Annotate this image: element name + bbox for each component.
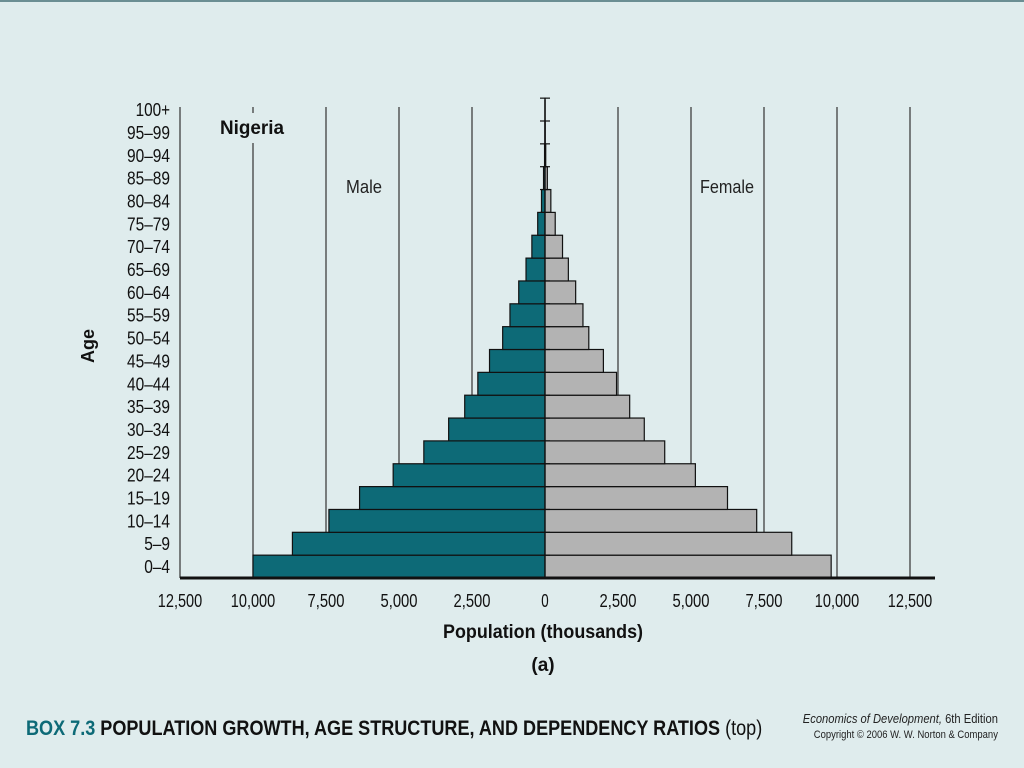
age-group-label: 80–84 xyxy=(127,191,170,211)
bar-male xyxy=(448,417,546,442)
bar-female xyxy=(544,371,618,396)
chart-title: Nigeria xyxy=(220,118,284,139)
box-title: BOX 7.3 POPULATION GROWTH, AGE STRUCTURE… xyxy=(26,717,762,741)
x-tick-label: 10,000 xyxy=(231,591,275,611)
age-group-label: 65–69 xyxy=(127,260,170,280)
bar-male xyxy=(502,326,546,351)
age-group-label: 100+ xyxy=(136,100,170,120)
bar-female xyxy=(544,463,696,488)
age-group-label: 60–64 xyxy=(127,283,170,303)
bar-female xyxy=(544,531,793,556)
bar-male xyxy=(518,280,546,305)
box-heading-suffix: (top) xyxy=(725,717,763,740)
bars xyxy=(252,97,832,579)
series-label-male: Male xyxy=(346,177,382,197)
bar-male xyxy=(537,211,546,236)
title-background xyxy=(212,113,294,143)
bar-female xyxy=(544,417,645,442)
age-group-label: 35–39 xyxy=(127,397,170,417)
age-group-label: 75–79 xyxy=(127,214,170,234)
age-group-label: 25–29 xyxy=(127,443,170,463)
x-tick-label: 2,500 xyxy=(454,591,491,611)
age-group-label: 10–14 xyxy=(127,511,170,531)
bar-female xyxy=(544,280,577,305)
age-group-label: 70–74 xyxy=(127,237,170,257)
x-tick-label: 12,500 xyxy=(158,591,202,611)
x-tick-label: 5,000 xyxy=(673,591,710,611)
bar-male xyxy=(423,440,546,465)
book-title: Economics of Development, xyxy=(802,711,943,726)
x-tick-label: 7,500 xyxy=(746,591,783,611)
age-group-label: 5–9 xyxy=(144,534,170,554)
age-group-label: 85–89 xyxy=(127,169,170,189)
x-tick-label: 10,000 xyxy=(815,591,859,611)
bar-female xyxy=(544,440,666,465)
age-group-label: 50–54 xyxy=(127,329,170,349)
tick-labels: 12,500 10,000 7,500 5,000 2,500 0 2,500 5,000 7,… xyxy=(158,591,932,611)
bar-female xyxy=(544,234,564,259)
x-tick-label: 2,500 xyxy=(600,591,637,611)
top-rule xyxy=(0,0,1024,2)
x-tick-label: 7,500 xyxy=(308,591,345,611)
axes xyxy=(180,97,935,580)
x-tick-label: 5,000 xyxy=(381,591,418,611)
bar-female xyxy=(544,394,631,419)
bar-female xyxy=(544,508,758,533)
age-group-label: 30–34 xyxy=(127,420,170,440)
x-tick-label: 12,500 xyxy=(888,591,932,611)
copyright: Copyright © 2006 W. W. Norton & Company xyxy=(813,729,998,741)
x-tick-label: 0 xyxy=(541,591,548,611)
bar-female xyxy=(544,188,552,214)
x-axis-label: Population (thousands) xyxy=(443,622,643,643)
bar-female xyxy=(544,257,569,282)
bar-male xyxy=(358,486,546,511)
box-number: BOX 7.3 xyxy=(26,717,96,740)
bar-male xyxy=(477,371,546,396)
panel-label: (a) xyxy=(531,655,554,676)
age-group-label: 40–44 xyxy=(127,374,170,394)
book-edition: 6th Edition xyxy=(945,711,998,726)
bar-male xyxy=(328,508,546,533)
y-axis-label: Age xyxy=(78,329,98,363)
bar-male xyxy=(509,303,546,328)
bar-female xyxy=(544,554,832,579)
bar-male xyxy=(525,257,546,282)
bar-male xyxy=(488,348,546,373)
bar-female xyxy=(544,303,584,328)
bar-male xyxy=(392,463,546,488)
bar-male xyxy=(464,394,546,419)
bar-female xyxy=(544,348,605,373)
box-heading: POPULATION GROWTH, AGE STRUCTURE, AND DE… xyxy=(100,717,721,740)
bar-male xyxy=(252,554,546,579)
bar-female xyxy=(544,486,729,511)
bar-female xyxy=(544,211,556,236)
book-credit: Economics of Development, 6th Edition Co… xyxy=(803,711,998,741)
age-group-label: 95–99 xyxy=(127,123,170,143)
age-group-label: 20–24 xyxy=(127,466,170,486)
age-group-label: 55–59 xyxy=(127,306,170,326)
age-group-label: 0–4 xyxy=(144,557,170,577)
bar-male xyxy=(291,531,546,556)
age-group-label: 15–19 xyxy=(127,489,170,509)
bar-male xyxy=(531,234,546,259)
age-group-label: 90–94 xyxy=(127,146,170,166)
bar-female xyxy=(544,326,590,351)
series-label-female: Female xyxy=(700,177,754,197)
book-line: Economics of Development, 6th Edition xyxy=(803,711,998,726)
age-group-label: 45–49 xyxy=(127,351,170,371)
